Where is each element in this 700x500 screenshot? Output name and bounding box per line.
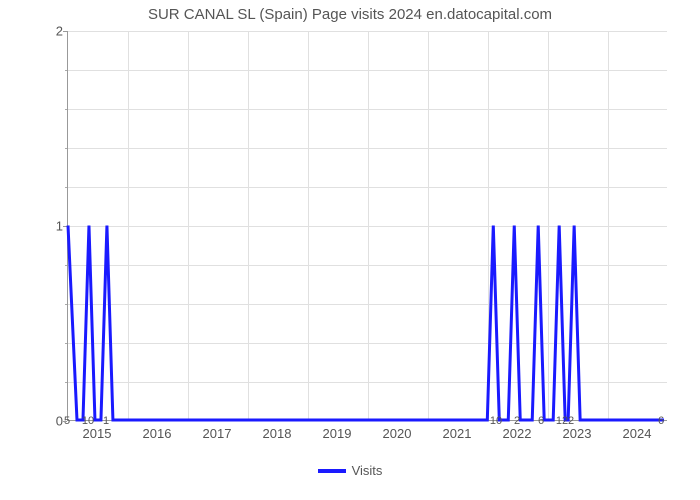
series-line bbox=[68, 31, 667, 420]
legend-label: Visits bbox=[352, 463, 383, 478]
legend: Visits bbox=[318, 463, 383, 478]
chart-container: 0 1 2 2015 2016 2017 2018 2019 2020 2021 2022 2023… bbox=[25, 25, 675, 455]
y-tick-label: 1 bbox=[33, 219, 63, 234]
x-year-label: 2021 bbox=[443, 426, 472, 441]
legend-swatch bbox=[318, 469, 346, 473]
x-year-label: 2019 bbox=[323, 426, 352, 441]
x-minor-label: 5 bbox=[64, 415, 70, 427]
x-year-label: 2020 bbox=[383, 426, 412, 441]
chart-title: SUR CANAL SL (Spain) Page visits 2024 en… bbox=[148, 6, 552, 23]
x-minor-label: 10 bbox=[82, 415, 94, 427]
x-minor-label: 122 bbox=[556, 415, 574, 427]
x-year-label: 2015 bbox=[83, 426, 112, 441]
x-year-label: 2024 bbox=[623, 426, 652, 441]
plot-area bbox=[67, 31, 667, 421]
x-year-label: 2018 bbox=[263, 426, 292, 441]
x-minor-label: 1 bbox=[103, 415, 109, 427]
x-year-label: 2016 bbox=[143, 426, 172, 441]
y-tick-label: 2 bbox=[33, 24, 63, 39]
x-minor-label: 6 bbox=[538, 415, 544, 427]
y-tick-label: 0 bbox=[33, 414, 63, 429]
x-year-label: 2023 bbox=[563, 426, 592, 441]
x-minor-label: 2 bbox=[514, 415, 520, 427]
x-year-label: 2017 bbox=[203, 426, 232, 441]
x-minor-label: 6 bbox=[658, 415, 664, 427]
x-year-label: 2022 bbox=[503, 426, 532, 441]
x-minor-label: 10 bbox=[490, 415, 502, 427]
